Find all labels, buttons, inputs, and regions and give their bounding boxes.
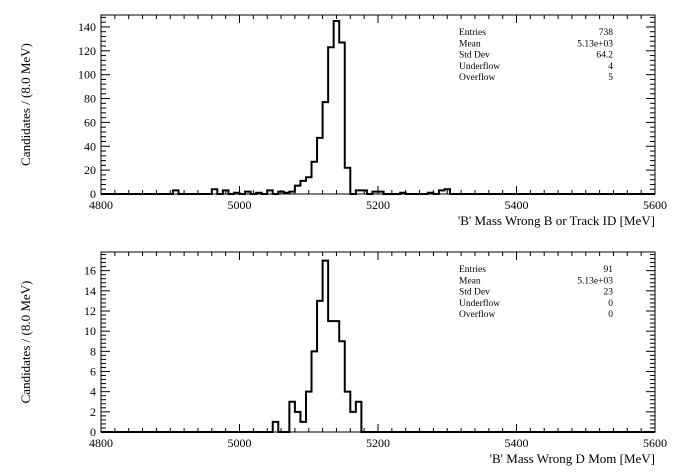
y-tick-label: 4 xyxy=(90,385,96,399)
histogram-outline xyxy=(101,259,655,433)
x-tick-label: 4800 xyxy=(89,436,113,450)
stats-label: Mean xyxy=(459,39,481,49)
plot-frame xyxy=(100,251,656,433)
stats-label: Entries xyxy=(459,265,486,275)
y-tick-label: 8 xyxy=(90,344,96,358)
x-tick-label: 5400 xyxy=(505,198,529,212)
histogram-bin xyxy=(328,321,334,432)
stats-value: 5.13e+03 xyxy=(577,276,613,286)
x-axis-title: 'B' Mass Wrong B or Track ID [MeV] xyxy=(458,213,655,228)
stats-value: 91 xyxy=(604,265,614,275)
histogram-outline xyxy=(101,19,655,195)
stats-label: Overflow xyxy=(459,72,496,83)
stats-label: Underflow xyxy=(459,298,500,309)
y-axis-title: Candidates / (8.0 MeV) xyxy=(18,43,33,166)
x-tick-label: 5600 xyxy=(643,198,667,212)
stats-value: 738 xyxy=(599,28,614,38)
y-tick-label: 12 xyxy=(84,304,96,318)
stats-label: Std Dev xyxy=(459,51,490,61)
y-tick-label: 10 xyxy=(84,324,96,338)
y-tick-label: 60 xyxy=(84,115,96,129)
plot-frame xyxy=(100,14,656,195)
x-tick-label: 5000 xyxy=(228,436,252,450)
stats-label: Overflow xyxy=(459,309,496,320)
x-tick-label: 5200 xyxy=(366,198,390,212)
y-tick-label: 80 xyxy=(84,92,96,106)
x-axis-title: 'B' Mass Wrong D Mom [MeV] xyxy=(490,451,655,466)
y-tick-label: 140 xyxy=(78,20,96,34)
x-tick-label: 5200 xyxy=(366,436,390,450)
histogram-bin xyxy=(300,422,306,432)
y-tick-label: 0 xyxy=(90,187,96,201)
x-tick-label: 4800 xyxy=(89,198,113,212)
y-tick-label: 6 xyxy=(90,364,96,378)
histogram-bin xyxy=(350,412,356,432)
stats-value: 64.2 xyxy=(596,51,613,61)
y-tick-label: 120 xyxy=(78,44,96,58)
stats-label: Mean xyxy=(459,276,481,286)
stats-value: 4 xyxy=(608,62,613,72)
stats-value: 5 xyxy=(608,73,613,83)
y-tick-label: 40 xyxy=(84,139,96,153)
x-tick-label: 5600 xyxy=(643,436,667,450)
x-tick-label: 5000 xyxy=(228,198,252,212)
x-tick-label: 5400 xyxy=(505,436,529,450)
stats-label: Std Dev xyxy=(459,288,490,298)
stats-value: 0 xyxy=(608,299,613,309)
y-tick-label: 16 xyxy=(84,264,96,278)
y-tick-label: 2 xyxy=(90,405,96,419)
histogram-panel-top: 4800 5000 5200 5400 5600 0 20 40 60 80 100 120 140 'B… xyxy=(18,14,667,228)
stats-value: 5.13e+03 xyxy=(577,39,613,49)
y-tick-label: 20 xyxy=(84,163,96,177)
y-tick-label: 100 xyxy=(78,68,96,82)
stats-label: Underflow xyxy=(459,61,500,72)
stats-value: 0 xyxy=(608,310,613,320)
y-axis-title: Candidates / (8.0 MeV) xyxy=(18,281,33,404)
y-tick-label: 14 xyxy=(84,284,96,298)
histogram-panel-bottom: 4800 5000 5200 5400 5600 0 2 4 6 8 10 12 14 16 'B' Mas… xyxy=(18,251,667,466)
stats-label: Entries xyxy=(459,28,486,38)
y-tick-label: 0 xyxy=(90,425,96,439)
stats-value: 23 xyxy=(604,288,614,298)
